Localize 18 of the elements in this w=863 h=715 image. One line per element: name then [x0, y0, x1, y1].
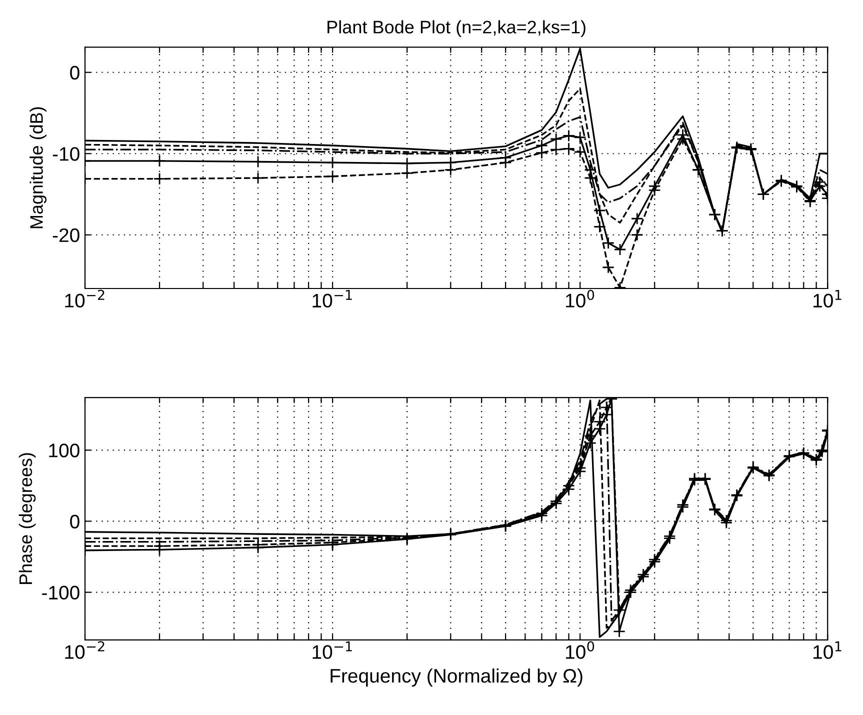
x-tick-label: 10$^{1}$	[814, 290, 842, 308]
x-tick-label: 10$^{−2}$	[65, 290, 104, 308]
x-tick-label: 10$^{−1}$	[312, 641, 352, 659]
x-tick-label: 10$^{0}$	[566, 641, 594, 659]
y-tick-label: -100	[42, 586, 80, 600]
y-tick-label: 0	[70, 66, 80, 80]
x-tick-label: 10$^{0}$	[566, 290, 594, 308]
x-tick-label: 10$^{−2}$	[65, 641, 104, 659]
y-axis-title: Phase (degrees)	[18, 453, 36, 584]
x-tick-label: 10$^{1}$	[814, 641, 842, 659]
y-tick-label: -10	[52, 147, 80, 161]
x-axis-title: Frequency (Normalized by Ω)	[330, 668, 582, 687]
y-tick-label: 100	[49, 444, 80, 458]
y-tick-label: 0	[70, 514, 80, 528]
y-tick-label: -20	[52, 228, 80, 242]
x-tick-label: 10$^{−1}$	[312, 290, 352, 308]
chart-title: Plant Bode Plot (n=2,ka=2,ks=1)	[328, 20, 586, 38]
y-axis-title: Magnitude (dB)	[30, 107, 46, 228]
